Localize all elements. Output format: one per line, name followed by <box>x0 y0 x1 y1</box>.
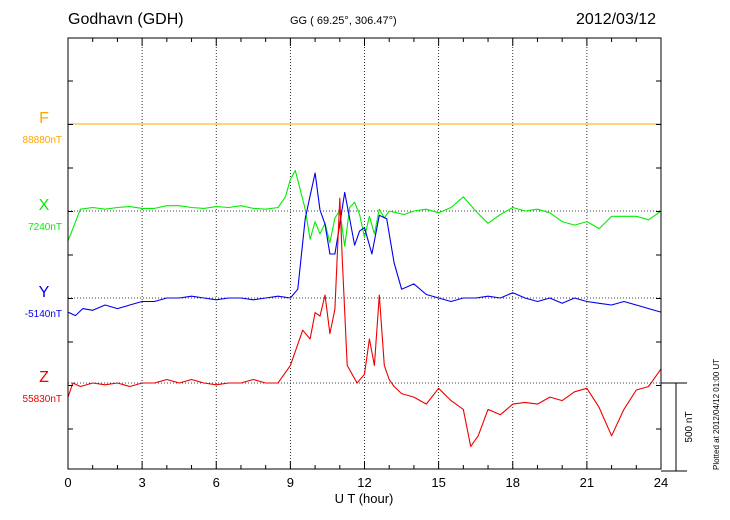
x-tick-label: 24 <box>654 475 668 490</box>
series-z-line <box>67 197 662 447</box>
x-tick-label: 18 <box>506 475 520 490</box>
chart-grid <box>68 38 661 469</box>
baseline-value-f: 88880nT <box>23 135 62 146</box>
x-tick-label: 0 <box>64 475 71 490</box>
chart-ticks <box>67 38 662 469</box>
x-tick-label: 21 <box>580 475 594 490</box>
x-tick-label: 6 <box>213 475 220 490</box>
date-label: 2012/03/12 <box>576 11 657 28</box>
series-x-line <box>67 169 662 247</box>
series-name-z: Z <box>39 369 49 386</box>
x-tick-label: 3 <box>139 475 146 490</box>
series-name-x: X <box>39 197 50 214</box>
x-tick-label: 12 <box>357 475 371 490</box>
scale-bar: 500 nT <box>661 382 695 472</box>
series-name-y: Y <box>39 284 50 301</box>
x-tick-label: 9 <box>287 475 294 490</box>
x-tick-label: 15 <box>431 475 445 490</box>
scale-bar-label: 500 nT <box>684 411 695 442</box>
coordinates-label: GG ( 69.25°, 306.47°) <box>290 15 397 27</box>
series-y-line <box>67 172 662 317</box>
chart-traces <box>67 123 662 447</box>
baseline-value-y: -5140nT <box>25 309 62 320</box>
series-name-f: F <box>39 110 49 127</box>
station-title: Godhavn (GDH) <box>68 11 184 28</box>
chart-labels: 0 3 6 9 12 15 18 21 24 F 88880nT X 7240nT Y -5140nT Z 55… <box>23 110 669 490</box>
baseline-value-z: 55830nT <box>23 394 62 405</box>
x-axis-title: U T (hour) <box>335 491 394 506</box>
baseline-value-x: 7240nT <box>28 222 62 233</box>
